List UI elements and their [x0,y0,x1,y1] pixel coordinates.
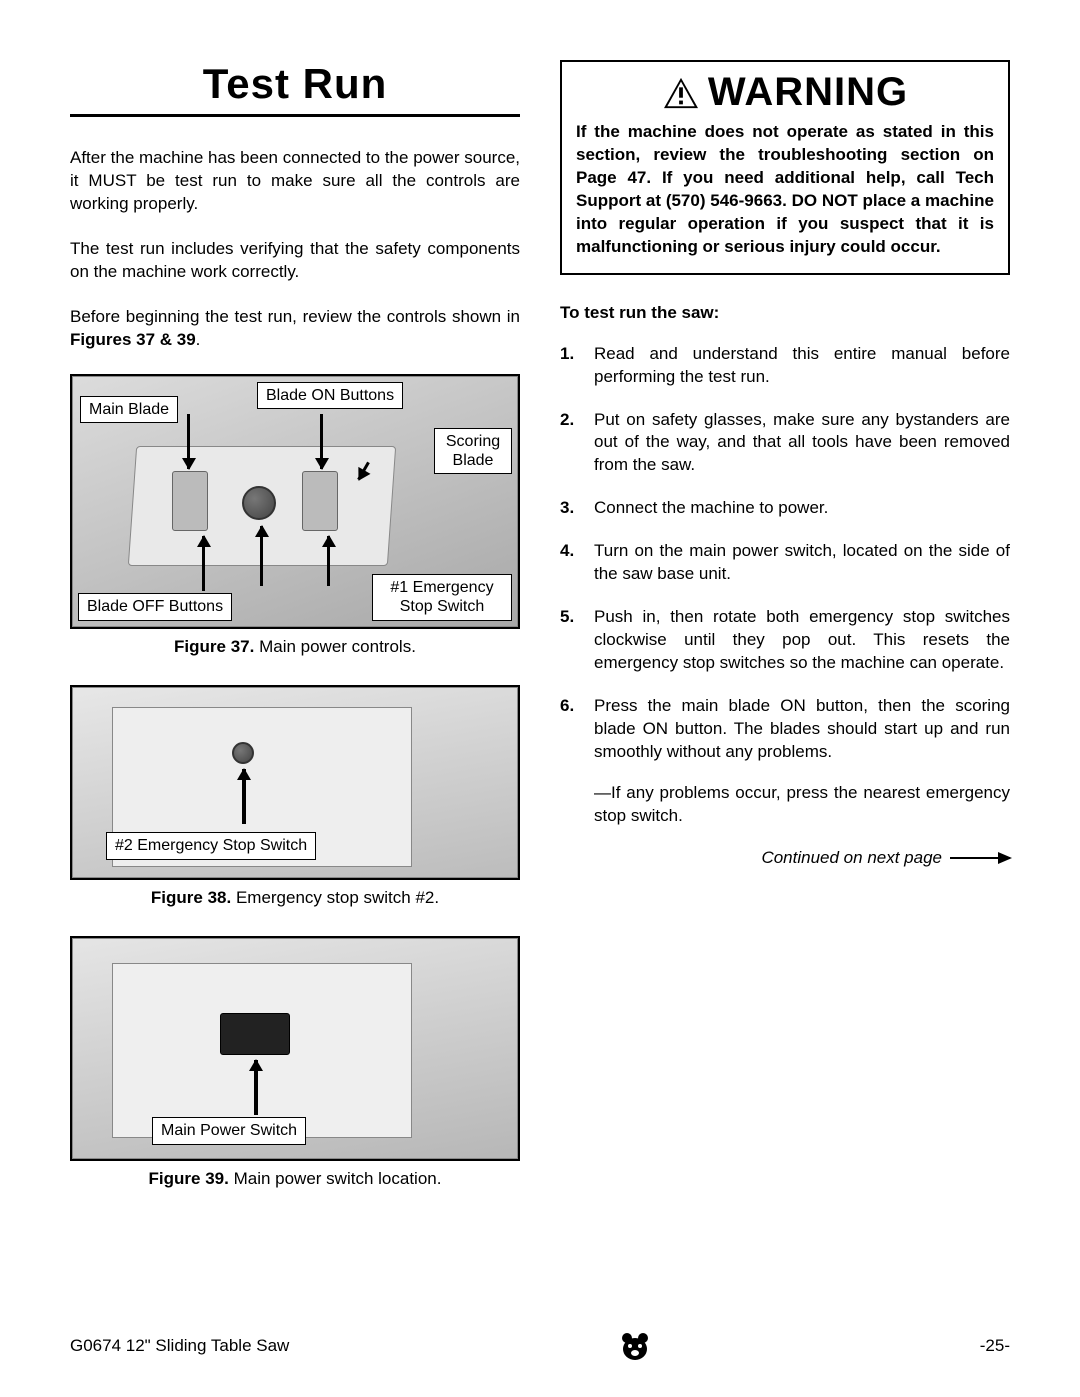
step-2: Put on safety glasses, make sure any bys… [560,409,1010,478]
step-3: Connect the machine to power. [560,497,1010,520]
fig39-label: Main Power Switch [152,1117,306,1144]
fig37-label-scoring: Scoring Blade [434,428,512,474]
step-6: Press the main blade ON button, then the… [560,695,1010,828]
continued-note: Continued on next page [560,848,1010,868]
warning-icon [662,76,700,110]
fig38-label: #2 Emergency Stop Switch [106,832,316,859]
fig37-label-main-blade: Main Blade [80,396,178,423]
figure-37: Main Blade Blade ON Buttons Scoring Blad… [70,374,520,629]
figure-39: Main Power Switch [70,936,520,1161]
procedure-steps: Read and understand this entire manual b… [560,343,1010,828]
page-title: Test Run [70,60,520,117]
figure-38: #2 Emergency Stop Switch [70,685,520,880]
footer-page-number: -25- [980,1336,1010,1356]
figure-39-caption: Figure 39. Main power switch location. [70,1169,520,1189]
intro-p2: The test run includes verifying that the… [70,238,520,284]
step-6-sub: —If any problems occur, press the neares… [594,782,1010,828]
fig37-label-off: Blade OFF Buttons [78,593,232,620]
figure-38-caption: Figure 38. Emergency stop switch #2. [70,888,520,908]
bear-logo-icon [619,1330,651,1362]
page-footer: G0674 12" Sliding Table Saw -25- [70,1330,1010,1362]
intro-p3: Before beginning the test run, review th… [70,306,520,352]
arrow-right-icon [950,857,1010,859]
warning-box: WARNING If the machine does not operate … [560,60,1010,275]
step-4: Turn on the main power switch, located o… [560,540,1010,586]
warning-body: If the machine does not operate as state… [576,121,994,259]
fig37-label-estop: #1 Emergency Stop Switch [372,574,512,620]
footer-left: G0674 12" Sliding Table Saw [70,1336,289,1356]
figure-37-caption: Figure 37. Main power controls. [70,637,520,657]
step-1: Read and understand this entire manual b… [560,343,1010,389]
warning-heading: WARNING [708,70,908,115]
procedure-heading: To test run the saw: [560,303,1010,323]
intro-p1: After the machine has been connected to … [70,147,520,216]
fig37-label-on: Blade ON Buttons [257,382,403,409]
step-5: Push in, then rotate both emergency stop… [560,606,1010,675]
